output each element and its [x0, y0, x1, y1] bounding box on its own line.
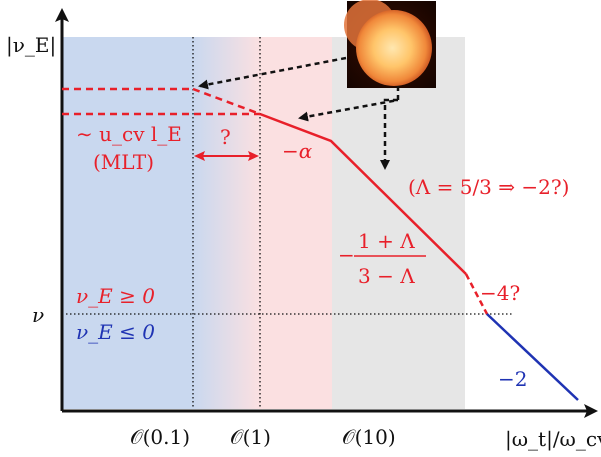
mlt-name-label: (MLT) [93, 150, 154, 174]
mlt-region [62, 37, 193, 409]
transition-region [193, 37, 260, 409]
red-scaling-curve [259, 112, 467, 275]
rapid-rotation-region [332, 37, 465, 409]
x-axis-arrowhead [584, 404, 598, 418]
x-axis-label: |ω_t|/ω_cv [505, 427, 601, 452]
lambda-note-label: (Λ = 5/3 ⇒ −2?) [408, 175, 569, 199]
slope-lambda-denominator: 3 − Λ [358, 264, 415, 288]
sign-negative-label: ν_E ≤ 0 [76, 320, 155, 344]
mlt-scale-label: ∼ u_cv l_E [76, 122, 182, 146]
slope-minus2-label: −2 [498, 367, 527, 391]
sign-positive-label: ν_E ≥ 0 [76, 284, 155, 308]
slope-lambda-prefix: − [338, 243, 355, 267]
slope-minus4-label: −4? [480, 281, 520, 305]
sun-image-icon [344, 0, 436, 88]
transition-question-label: ? [220, 125, 231, 149]
sun-arrow-to-slope [380, 98, 398, 170]
slope-alpha-label: −α [282, 139, 313, 163]
y-axis-arrowhead [55, 8, 69, 22]
y-axis-label: |ν_E| [6, 33, 56, 58]
nu-tick-label: ν [32, 303, 44, 327]
x-tick-0.1: 𝒪(0.1) [130, 425, 190, 449]
sun-arrow-to-mlt [198, 56, 347, 90]
blue-scaling-curve [486, 313, 579, 401]
moderate-rotation-region [260, 37, 332, 409]
transition-arrowhead-right [248, 151, 259, 161]
minus4-dashed-segment [464, 273, 489, 315]
slope-lambda-numerator: 1 + Λ [358, 229, 415, 253]
transition-arrowhead-left [194, 151, 205, 161]
x-tick-1: 𝒪(1) [230, 425, 271, 449]
x-tick-10: 𝒪(10) [342, 425, 396, 449]
